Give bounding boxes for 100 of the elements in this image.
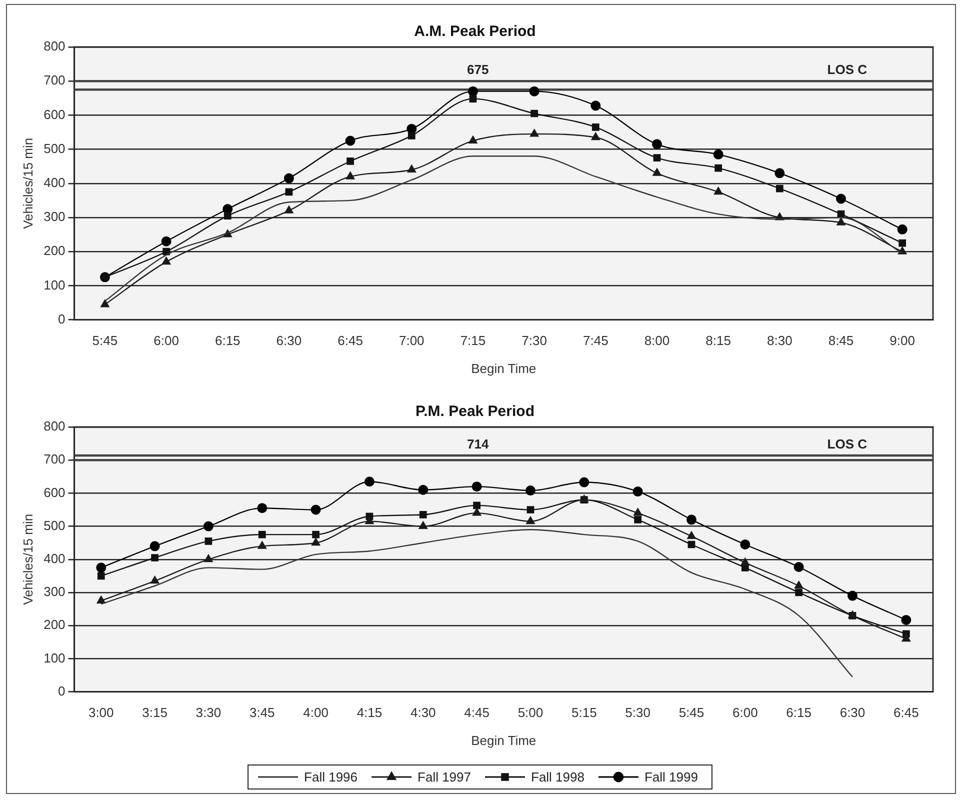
x-tick-label: 3:15 [142,705,168,720]
x-tick-label: 6:00 [154,333,179,348]
point [687,531,696,539]
x-axis-title: Begin Time [471,732,536,748]
point [633,508,642,516]
x-tick-label: 7:15 [460,333,486,348]
y-tick-label: 300 [44,209,66,224]
point [162,248,170,256]
x-tick-label: 6:45 [338,333,363,348]
y-tick-label: 200 [44,243,66,258]
point [652,139,662,150]
point [408,132,416,140]
point [530,128,539,137]
x-tick-label: 4:30 [410,705,436,720]
point [898,239,906,247]
x-tick-label: 7:00 [398,333,424,348]
point [740,558,750,566]
point [151,554,158,562]
legend-label: Fall 1996 [304,770,358,785]
y-axis-title: Vehicles/15 min [20,138,36,229]
point [150,541,160,552]
point [310,504,321,515]
point [901,614,912,625]
x-tick-label: 5:45 [92,333,118,348]
x-tick-label: 6:00 [732,705,758,720]
point [653,154,661,162]
point [285,188,293,196]
point [469,95,477,103]
point [526,506,534,514]
chart-title: P.M. Peak Period [416,403,534,420]
point [150,576,160,584]
ref-line-label: 675 [467,62,489,78]
point [345,136,356,146]
point [312,530,320,538]
x-tick-label: 4:15 [356,705,382,720]
y-tick-label: 800 [44,418,66,434]
point [96,596,106,604]
point [96,562,106,573]
point [774,168,785,178]
y-tick-label: 600 [44,106,66,122]
point [346,158,354,165]
x-tick-label: 3:00 [88,705,114,720]
x-axis-title: Begin Time [471,360,536,376]
point [311,538,320,546]
point [530,110,538,118]
point [897,224,908,234]
y-tick-label: 0 [58,683,66,698]
x-tick-label: 6:30 [840,705,866,720]
point [713,149,724,160]
point [203,521,214,532]
y-tick-label: 600 [44,484,66,500]
x-tick-label: 7:45 [582,333,608,348]
y-tick-label: 800 [44,38,66,54]
point [591,132,600,140]
point [526,516,535,524]
x-tick-label: 3:30 [196,705,222,720]
x-tick-label: 4:45 [464,705,490,720]
point [407,164,416,173]
x-tick-label: 8:15 [706,333,731,348]
y-tick-label: 0 [58,311,66,326]
point [258,541,267,549]
x-tick-label: 7:30 [522,333,547,348]
point [847,590,858,601]
point [284,173,294,184]
point [224,212,232,220]
y-tick-label: 700 [44,72,66,88]
x-tick-label: 5:30 [625,705,650,720]
point [418,484,428,495]
point [794,580,804,589]
point [284,206,294,214]
point [418,521,428,530]
point [472,508,482,516]
point [529,86,540,96]
x-tick-label: 6:30 [276,333,302,348]
y-axis-title: Vehicles/15 min [20,514,36,605]
y-tick-label: 300 [44,584,66,600]
y-tick-label: 400 [44,550,66,566]
point [652,168,662,176]
point [161,236,172,246]
point [590,100,601,111]
y-tick-label: 100 [44,650,66,666]
x-tick-label: 9:00 [890,333,915,348]
point [632,486,643,497]
point [714,186,723,195]
point [473,502,480,510]
y-tick-label: 500 [44,140,66,156]
ref-line-label: LOS C [827,436,868,452]
point [472,482,482,492]
point [776,184,784,192]
x-tick-label: 8:00 [644,333,670,348]
point [204,554,213,562]
y-tick-label: 400 [44,174,66,190]
point [525,486,536,496]
point [162,256,171,265]
point [714,164,722,172]
legend-label: Fall 1997 [418,770,472,785]
point [258,530,266,538]
legend-label: Fall 1999 [644,770,698,785]
point [740,540,750,550]
point [364,476,374,487]
